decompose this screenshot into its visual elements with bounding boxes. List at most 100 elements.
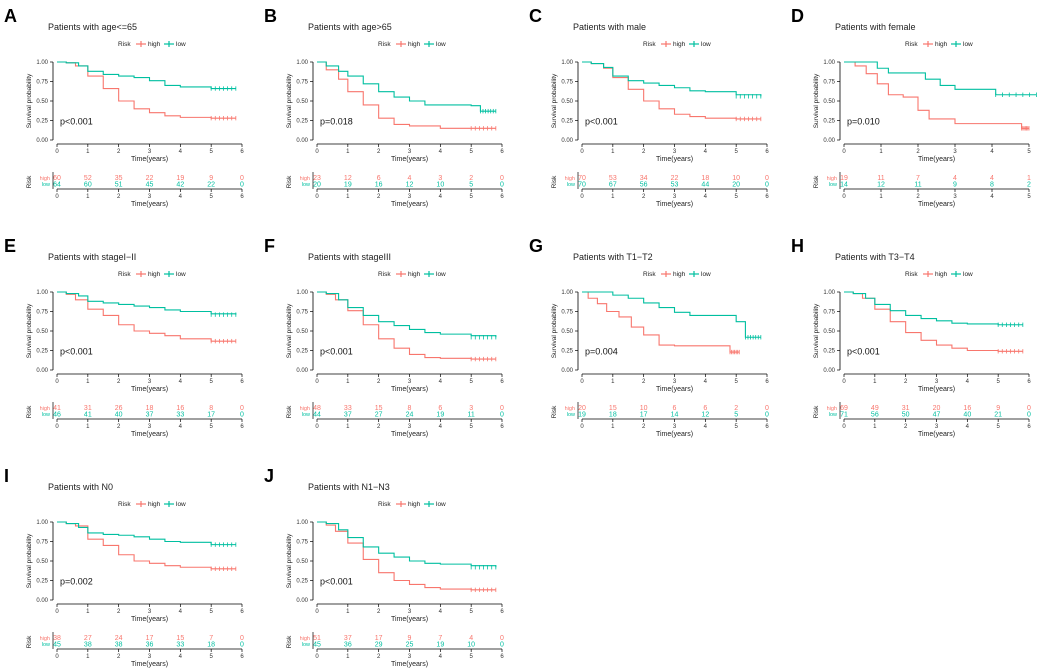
risk-x-tick-label: 2: [642, 194, 646, 200]
risk-count-low: 46: [53, 412, 61, 419]
risk-count-high: 4: [953, 175, 957, 182]
x-tick-label: 6: [1027, 379, 1031, 385]
y-tick-label: 0.00: [296, 138, 308, 144]
risk-x-tick-label: 6: [240, 654, 244, 660]
risk-count-high: 0: [240, 405, 244, 412]
risk-x-tick-label: 5: [1027, 194, 1031, 200]
risk-x-tick-label: 0: [580, 424, 584, 430]
legend-high-label: high: [408, 271, 421, 278]
x-tick-label: 6: [765, 149, 769, 155]
x-tick-label: 4: [179, 149, 183, 155]
p-value: p<0.001: [847, 346, 880, 356]
risk-x-tick-label: 5: [734, 424, 738, 430]
panel-title: Patients with T1−T2: [573, 252, 653, 262]
risk-x-axis-label: Time(years): [391, 431, 428, 438]
legend-title: Risk: [118, 271, 131, 278]
risk-count-high: 3: [438, 175, 442, 182]
legend-title: Risk: [643, 271, 656, 278]
risk-x-axis-label: Time(years): [918, 431, 955, 438]
risk-x-tick-label: 2: [117, 654, 121, 660]
y-axis-label: Survival probability: [813, 73, 820, 128]
risk-x-tick-label: 1: [873, 424, 877, 430]
x-tick-label: 6: [240, 609, 244, 615]
y-tick-label: 0.25: [296, 119, 308, 125]
risk-table-label: Risk: [286, 635, 293, 648]
legend-high-label: high: [408, 41, 421, 48]
legend-high-label: high: [408, 501, 421, 508]
risk-count-low: 19: [436, 642, 444, 649]
risk-x-tick-label: 4: [439, 424, 443, 430]
legend-low-label: low: [176, 271, 186, 278]
y-tick-label: 0.75: [296, 310, 308, 316]
x-tick-label: 5: [469, 149, 473, 155]
x-tick-label: 2: [117, 149, 121, 155]
x-tick-label: 4: [966, 379, 970, 385]
risk-count-low: 5: [469, 182, 473, 189]
risk-count-high: 27: [84, 635, 92, 642]
x-axis-label: Time(years): [391, 616, 428, 623]
panel-letter: C: [529, 6, 542, 26]
risk-count-low: 10: [467, 642, 475, 649]
risk-count-high: 9: [996, 405, 1000, 412]
risk-x-axis-label: Time(years): [131, 431, 168, 438]
x-tick-label: 1: [873, 379, 877, 385]
y-axis-label: Survival probability: [551, 73, 558, 128]
risk-row-low-label: low: [302, 182, 310, 188]
x-tick-label: 4: [990, 149, 994, 155]
y-tick-label: 0.25: [561, 119, 573, 125]
risk-row-low-label: low: [829, 412, 837, 418]
risk-count-high: 31: [84, 405, 92, 412]
risk-count-low: 33: [176, 642, 184, 649]
risk-x-tick-label: 5: [209, 194, 213, 200]
x-tick-label: 4: [439, 149, 443, 155]
x-tick-label: 2: [117, 609, 121, 615]
x-tick-label: 0: [55, 149, 59, 155]
x-tick-label: 2: [377, 609, 381, 615]
x-tick-label: 3: [408, 379, 412, 385]
risk-count-high: 69: [840, 405, 848, 412]
risk-count-high: 22: [146, 175, 154, 182]
risk-count-low: 12: [877, 182, 885, 189]
risk-count-low: 56: [871, 412, 879, 419]
risk-x-tick-label: 6: [500, 654, 504, 660]
y-tick-label: 0.50: [296, 99, 308, 105]
y-tick-label: 0.00: [296, 598, 308, 604]
x-tick-label: 1: [86, 609, 90, 615]
y-tick-label: 0.75: [823, 310, 835, 316]
panel-letter: D: [791, 6, 804, 26]
x-axis-label: Time(years): [656, 386, 693, 393]
x-tick-label: 0: [315, 609, 319, 615]
y-tick-label: 0.75: [36, 80, 48, 86]
risk-count-high: 15: [176, 635, 184, 642]
risk-count-low: 22: [207, 182, 215, 189]
y-tick-label: 0.75: [36, 540, 48, 546]
x-tick-label: 2: [377, 149, 381, 155]
x-tick-label: 2: [377, 379, 381, 385]
risk-x-tick-label: 4: [179, 194, 183, 200]
survival-curve-high: [57, 291, 236, 342]
survival-curve-high: [57, 61, 236, 119]
x-tick-label: 0: [315, 379, 319, 385]
risk-count-high: 0: [500, 635, 504, 642]
risk-x-tick-label: 6: [500, 194, 504, 200]
legend-low-label: low: [176, 501, 186, 508]
risk-count-low: 44: [313, 412, 321, 419]
risk-count-low: 19: [578, 412, 586, 419]
x-tick-label: 1: [879, 149, 883, 155]
risk-x-tick-label: 0: [315, 194, 319, 200]
risk-count-high: 9: [408, 635, 412, 642]
panel-title: Patients with male: [573, 22, 646, 32]
y-axis-label: Survival probability: [26, 533, 33, 588]
p-value: p=0.002: [60, 576, 93, 586]
risk-count-low: 64: [53, 182, 61, 189]
y-tick-label: 0.50: [561, 329, 573, 335]
panel-letter: B: [264, 6, 277, 26]
survival-curve-low: [317, 61, 496, 112]
y-tick-label: 0.50: [296, 559, 308, 565]
risk-x-tick-label: 1: [346, 424, 350, 430]
x-tick-label: 4: [704, 379, 708, 385]
x-tick-label: 1: [346, 379, 350, 385]
risk-count-high: 60: [53, 175, 61, 182]
risk-count-high: 9: [209, 175, 213, 182]
